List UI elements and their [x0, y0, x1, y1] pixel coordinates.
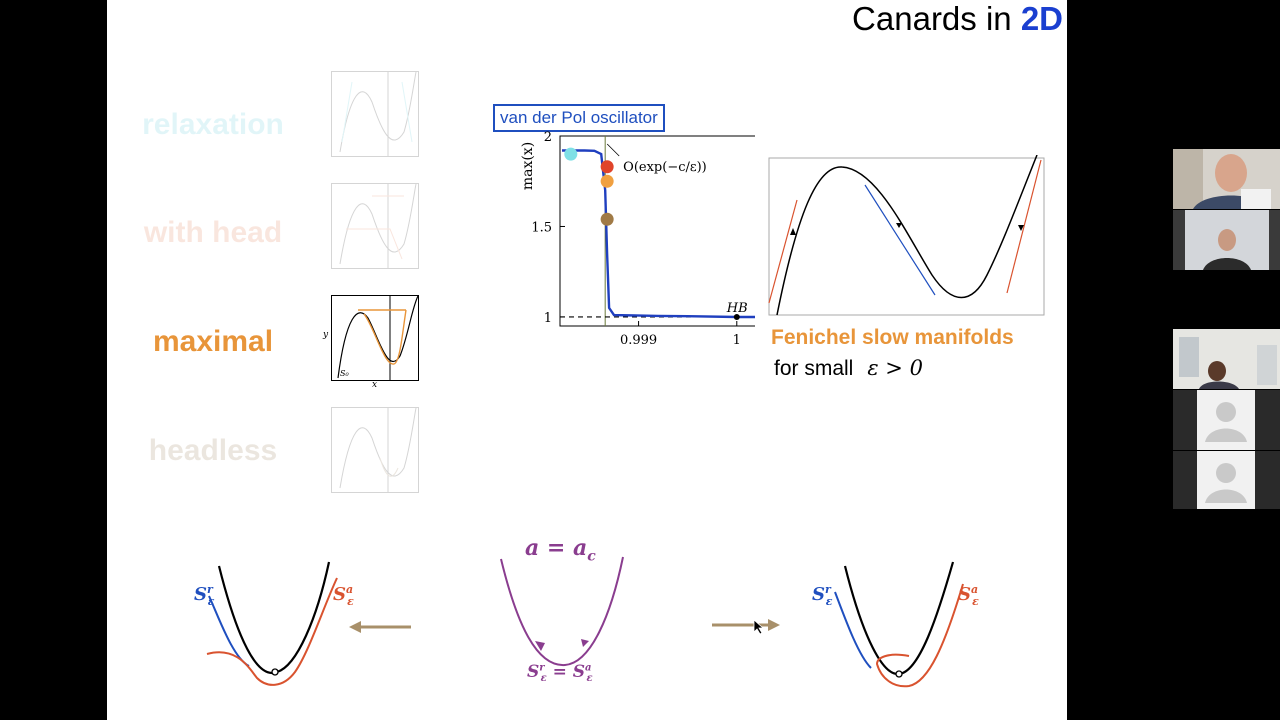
- x-tick-label-1: 1: [733, 333, 741, 348]
- left-repelling-label: Srε: [194, 583, 215, 608]
- label-relaxation: relaxation: [142, 108, 284, 141]
- thumbnail-relaxation: [331, 71, 419, 157]
- flow-arrow-middle: [896, 223, 902, 228]
- presentation-slide: Canards in 2D relaxation with head maxim…: [107, 0, 1067, 720]
- y-tick-label-1: 1.5: [531, 220, 552, 235]
- annotation-pointer: [606, 143, 620, 157]
- bottom-right-diagram: [834, 561, 964, 688]
- canard-annotation: O(exp(−c/ε)): [623, 160, 707, 175]
- flow-arrow-right: [1018, 225, 1024, 231]
- participant-avatar-2[interactable]: [1173, 451, 1280, 509]
- slide-title: Canards in 2D: [852, 0, 1063, 37]
- left-attracting-label: Saε: [333, 583, 354, 608]
- x-tick-label-0: 0.999: [620, 333, 657, 348]
- label-with-head: with head: [143, 216, 283, 249]
- hopf-label: HB: [726, 301, 748, 316]
- arrow-left: [349, 621, 411, 633]
- attracting-manifold-right: [1006, 159, 1042, 294]
- attracting-manifold-left: [768, 199, 798, 304]
- arrow-right: [712, 619, 780, 631]
- fenichel-label: Fenichel slow manifolds: [771, 326, 1014, 349]
- center-manifold-label: Srε = Saε: [527, 662, 593, 685]
- marker-relaxation: [564, 147, 578, 161]
- y-tick-label-0: 1: [544, 311, 552, 326]
- participant-video-3[interactable]: [1173, 329, 1280, 389]
- fenichel-phase-plot: [768, 155, 1045, 316]
- right-repelling-label: Srε: [812, 583, 833, 608]
- vdp-title-box: van der Pol oscillator: [493, 104, 665, 132]
- marker-headless: [600, 212, 614, 226]
- bottom-left-diagram: [206, 561, 338, 686]
- critical-manifold-curve: [776, 155, 1038, 316]
- y-tick-label-2: 2: [544, 130, 552, 145]
- marker-maximal: [600, 174, 614, 188]
- chart-frame: [559, 135, 755, 327]
- thumb-y-label: y: [323, 330, 329, 340]
- s0-label: S₀: [340, 369, 349, 378]
- marker-with-head: [600, 160, 614, 174]
- participant-avatar-1[interactable]: [1173, 390, 1280, 450]
- small-epsilon-line: for small ε > 0: [774, 356, 923, 380]
- flow-arrow-left: [790, 228, 796, 235]
- thumbnail-with-head: [331, 183, 419, 269]
- center-title: a = ac: [525, 535, 596, 565]
- repelling-manifold-middle: [864, 184, 936, 296]
- thumb-x-label: x: [372, 380, 378, 390]
- center-parabola: [500, 556, 624, 667]
- label-maximal: maximal: [152, 325, 274, 358]
- participant-video-2[interactable]: [1173, 210, 1280, 270]
- right-attracting-label: Saε: [958, 583, 979, 608]
- y-axis-label: max(x): [520, 142, 536, 190]
- label-headless: headless: [148, 434, 278, 467]
- series-line-0: [562, 149, 755, 319]
- thumbnail-maximal: S₀: [331, 295, 419, 381]
- thumbnail-headless: [331, 407, 419, 493]
- mouse-cursor: [753, 619, 765, 635]
- participant-video-1[interactable]: [1173, 149, 1280, 209]
- hopf-point: [733, 313, 740, 320]
